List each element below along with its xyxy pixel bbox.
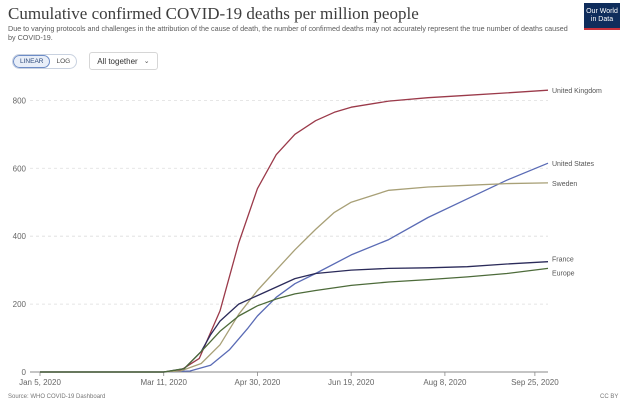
scale-toggle: LINEAR LOG (12, 53, 78, 69)
chart-controls: LINEAR LOG All together ⌄ (12, 52, 158, 70)
x-tick-label: Mar 11, 2020 (140, 378, 187, 387)
series-label: United States (552, 161, 595, 168)
entity-select-dropdown[interactable]: All together ⌄ (89, 52, 158, 70)
series-label: United Kingdom (552, 88, 602, 95)
license-note: CC BY (600, 394, 619, 400)
x-tick-label: Apr 30, 2020 (235, 378, 281, 387)
x-tick-label: Aug 8, 2020 (423, 378, 467, 387)
y-tick-label: 400 (13, 232, 27, 241)
linear-scale-button[interactable]: LINEAR (13, 54, 51, 68)
x-tick-label: Jan 5, 2020 (19, 378, 61, 387)
series-label: Europe (552, 270, 575, 277)
series-line (40, 261, 549, 373)
series-line (40, 267, 549, 373)
x-tick-label: Sep 25, 2020 (511, 378, 559, 387)
series-line (40, 182, 549, 373)
entity-select-label: All together (97, 56, 138, 66)
logo-text: Our World in Data (586, 7, 618, 23)
chart-subtitle: Due to varying protocols and challenges … (8, 24, 568, 42)
y-tick-label: 600 (13, 164, 27, 173)
y-tick-label: 200 (13, 300, 27, 309)
series-line (40, 162, 549, 373)
source-note: Source: WHO COVID-19 Dashboard (8, 394, 106, 400)
series-label: France (552, 257, 574, 264)
owid-logo[interactable]: Our World in Data (584, 3, 620, 30)
series-label: Sweden (552, 181, 577, 188)
chevron-down-icon: ⌄ (143, 58, 150, 65)
y-tick-label: 800 (13, 96, 27, 105)
chart-title: Cumulative confirmed COVID-19 deaths per… (8, 4, 419, 23)
x-tick-label: Jun 19, 2020 (328, 378, 375, 387)
log-scale-button[interactable]: LOG (56, 57, 71, 65)
series-line (40, 89, 549, 373)
y-tick-label: 0 (22, 368, 27, 377)
